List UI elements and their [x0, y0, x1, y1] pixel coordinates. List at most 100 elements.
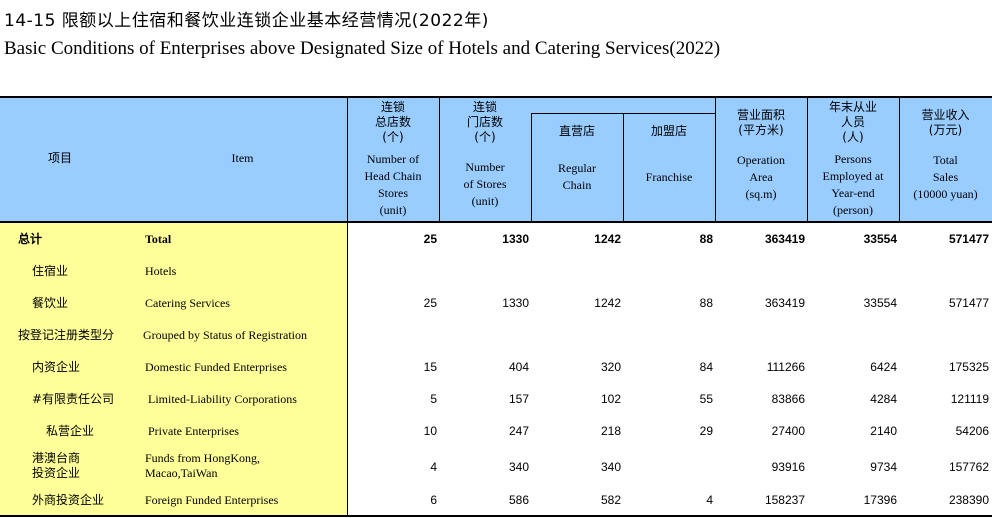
cell-regular: 582: [600, 493, 621, 507]
cell-stores: 340: [508, 460, 529, 474]
row-label-en: Catering Services: [145, 296, 230, 310]
row-label-cn: 按登记注册类型分: [18, 328, 115, 342]
cell-sales: 121119: [950, 392, 989, 406]
column-divider: [715, 96, 716, 222]
row-label-cn: 内资企业: [32, 360, 81, 374]
cell-persons: 33554: [863, 232, 897, 246]
cell-head-stores: 6: [430, 493, 437, 507]
cell-area: 158237: [764, 493, 805, 507]
cell-sales: 571477: [948, 232, 989, 246]
statistics-table: 项目 Item 连锁 总店数 (个) Number of Head Chain …: [0, 96, 992, 517]
row-label-cn: 餐饮业: [32, 296, 69, 310]
row-label-en: Funds from HongKong, Macao,TaiWan: [145, 451, 261, 480]
table-row-limited-liability: #有限责任公司 Limited-Liability Corporations 5…: [0, 383, 992, 415]
column-divider: [807, 96, 808, 222]
cell-head-stores: 4: [430, 460, 437, 474]
cell-persons: 4284: [870, 392, 897, 406]
header-operation-area: 营业面积 (平方米) Operation Area (sq.m): [736, 108, 785, 201]
cell-stores: 1330: [502, 296, 529, 310]
column-divider: [439, 96, 440, 222]
header-item-cn: 项目: [47, 150, 72, 165]
page-title-english: Basic Conditions of Enterprises above De…: [4, 38, 721, 59]
table-header-rule: [0, 221, 992, 223]
row-label-en: Foreign Funded Enterprises: [145, 493, 279, 507]
row-label-en: Private Enterprises: [148, 424, 239, 438]
cell-persons: 17396: [863, 493, 897, 507]
column-divider: [347, 96, 348, 515]
cell-stores: 157: [508, 392, 529, 406]
cell-persons: 6424: [870, 360, 897, 374]
cell-franchise: 88: [699, 232, 713, 246]
cell-sales: 157762: [948, 460, 989, 474]
cell-sales: 238390: [948, 493, 989, 507]
cell-area: 363419: [764, 232, 805, 246]
cell-regular: 320: [600, 360, 621, 374]
cell-franchise: 84: [699, 360, 713, 374]
header-item-en: Item: [231, 150, 254, 165]
header-number-of-stores: 连锁 门店数 (个) Number of Stores (unit): [463, 100, 507, 208]
table-top-rule: [0, 96, 992, 98]
row-label-en: Limited-Liability Corporations: [148, 392, 297, 406]
cell-stores: 247: [508, 424, 529, 438]
cell-stores: 1330: [502, 232, 529, 246]
cell-area: 93916: [771, 460, 805, 474]
cell-regular: 102: [600, 392, 621, 406]
cell-franchise: 29: [699, 424, 713, 438]
header-head-chain-stores: 连锁 总店数 (个) Number of Head Chain Stores (…: [364, 100, 422, 217]
row-label-en: Total: [145, 232, 172, 246]
cell-regular: 1242: [594, 296, 621, 310]
row-label-en: Hotels: [145, 264, 177, 278]
table-row-hk-macao-taiwan: 港澳台商 投资企业 Funds from HongKong, Macao,Tai…: [0, 447, 992, 487]
row-label-cn: 住宿业: [32, 264, 69, 278]
cell-area: 363419: [764, 296, 805, 310]
table-row-catering: 餐饮业 Catering Services 25 1330 1242 88 36…: [0, 287, 992, 319]
row-label-cn: 总计: [18, 232, 43, 246]
header-persons-employed: 年末从业 人员 (人) Persons Employed at Year-end…: [822, 100, 884, 217]
item-column-highlight: [0, 223, 347, 515]
row-label-cn: 外商投资企业: [32, 493, 105, 507]
subheader-rule: [531, 113, 715, 114]
cell-regular: 218: [600, 424, 621, 438]
cell-stores: 404: [508, 360, 529, 374]
cell-head-stores: 10: [423, 424, 437, 438]
cell-franchise: 55: [699, 392, 713, 406]
cell-sales: 54206: [955, 424, 989, 438]
cell-sales: 175325: [948, 360, 989, 374]
cell-franchise: 4: [706, 493, 713, 507]
table-row-private: 私营企业 Private Enterprises 10 247 218 29 2…: [0, 415, 992, 447]
table-row-total: 总计 Total 25 1330 1242 88 363419 33554 57…: [0, 223, 992, 255]
cell-franchise: 88: [699, 296, 713, 310]
row-label-cn: 港澳台商 投资企业: [32, 451, 81, 480]
cell-area: 83866: [771, 392, 805, 406]
column-divider: [623, 113, 624, 222]
cell-persons: 33554: [863, 296, 897, 310]
cell-head-stores: 5: [430, 392, 437, 406]
table-row-grouped-by-registration: 按登记注册类型分 Grouped by Status of Registrati…: [0, 319, 992, 351]
row-label-cn: #有限责任公司: [32, 392, 115, 406]
row-label-en: Grouped by Status of Registration: [143, 328, 307, 342]
cell-sales: 571477: [948, 296, 989, 310]
table-row-hotels: 住宿业 Hotels: [0, 255, 992, 287]
row-label-cn: 私营企业: [46, 424, 95, 438]
cell-head-stores: 25: [423, 296, 437, 310]
cell-persons: 9734: [870, 460, 897, 474]
table-row-foreign: 外商投资企业 Foreign Funded Enterprises 6 586 …: [0, 487, 992, 515]
header-total-sales: 营业收入 (万元) Total Sales (10000 yuan): [913, 108, 978, 201]
row-label-en: Domestic Funded Enterprises: [145, 360, 287, 374]
header-regular-chain: 直营店 Regular Chain: [558, 124, 596, 192]
table-bottom-rule: [0, 515, 992, 517]
cell-regular: 1242: [594, 232, 621, 246]
cell-stores: 586: [508, 493, 529, 507]
header-franchise: 加盟店 Franchise: [645, 124, 693, 184]
page-title-chinese: 14-15 限额以上住宿和餐饮业连锁企业基本经营情况(2022年): [4, 11, 489, 31]
cell-regular: 340: [600, 460, 621, 474]
column-divider: [899, 96, 900, 222]
cell-head-stores: 15: [423, 360, 437, 374]
table-row-domestic: 内资企业 Domestic Funded Enterprises 15 404 …: [0, 351, 992, 383]
cell-area: 111266: [766, 360, 805, 374]
table-header-background: [0, 96, 992, 222]
cell-head-stores: 25: [423, 232, 437, 246]
column-divider: [531, 113, 532, 222]
cell-persons: 2140: [870, 424, 897, 438]
cell-area: 27400: [771, 424, 805, 438]
